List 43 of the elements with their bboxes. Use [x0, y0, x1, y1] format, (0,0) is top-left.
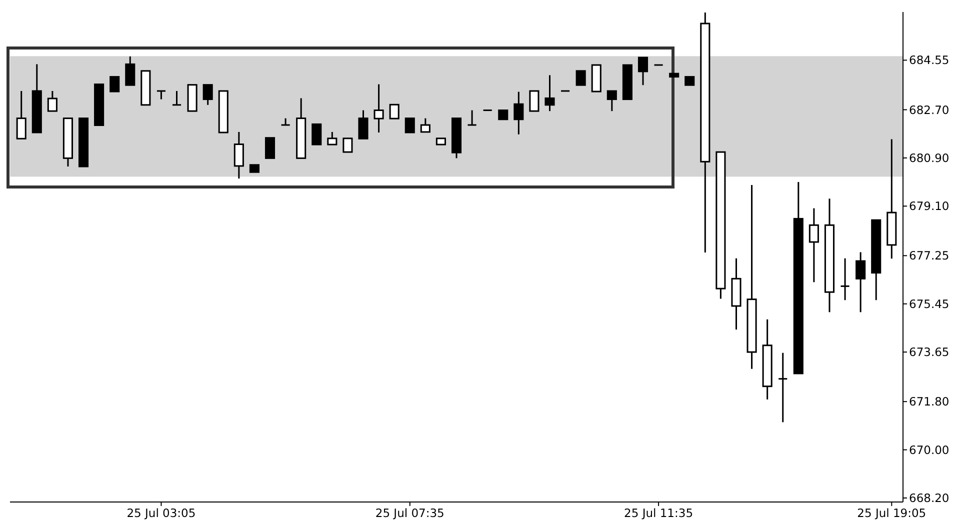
candlestick	[358, 110, 368, 140]
candlestick	[172, 90, 182, 106]
candlestick	[856, 251, 866, 313]
y-tick-label: 684.55	[909, 53, 950, 68]
candlestick	[778, 352, 788, 423]
x-tick-label: 25 Jul 07:35	[375, 506, 444, 520]
y-tick-label: 668.20	[909, 491, 950, 506]
x-tick-label: 25 Jul 11:35	[624, 506, 694, 520]
x-tick-label: 25 Jul 03:05	[126, 506, 196, 520]
y-tick-label: 673.65	[909, 345, 950, 360]
candlestick	[47, 90, 58, 112]
candlestick	[498, 110, 508, 120]
candlestick	[156, 90, 166, 100]
candlestick	[420, 118, 430, 133]
candlestick	[16, 90, 26, 140]
candlestick	[638, 56, 648, 86]
candlestick	[202, 84, 213, 106]
y-tick-label: 677.25	[909, 248, 950, 263]
candlestick	[312, 123, 322, 146]
y-tick-label: 671.80	[909, 394, 950, 409]
candlestick	[342, 138, 353, 153]
candlestick	[529, 90, 540, 112]
candlestick	[404, 118, 415, 134]
candlestick	[327, 131, 338, 146]
candlestick	[234, 131, 244, 180]
candlestick	[467, 110, 478, 126]
candlestick	[544, 74, 555, 112]
candlestick	[514, 91, 524, 136]
candlestick	[125, 56, 136, 86]
x-tick-label: 25 Jul 19:05	[857, 506, 926, 520]
candlestick	[606, 90, 617, 112]
candlestick	[840, 258, 850, 301]
candlestick	[374, 84, 384, 134]
candlestick	[576, 70, 586, 86]
candlestick	[808, 208, 819, 283]
y-tick-label: 682.70	[909, 102, 950, 117]
candlestick	[110, 76, 120, 92]
y-tick-label: 675.45	[909, 296, 950, 311]
candlestick	[264, 137, 276, 159]
y-tick-label: 679.10	[909, 199, 950, 214]
y-tick-label: 670.00	[909, 442, 950, 457]
candlestick	[389, 104, 400, 120]
y-tick-label: 680.90	[909, 150, 950, 165]
